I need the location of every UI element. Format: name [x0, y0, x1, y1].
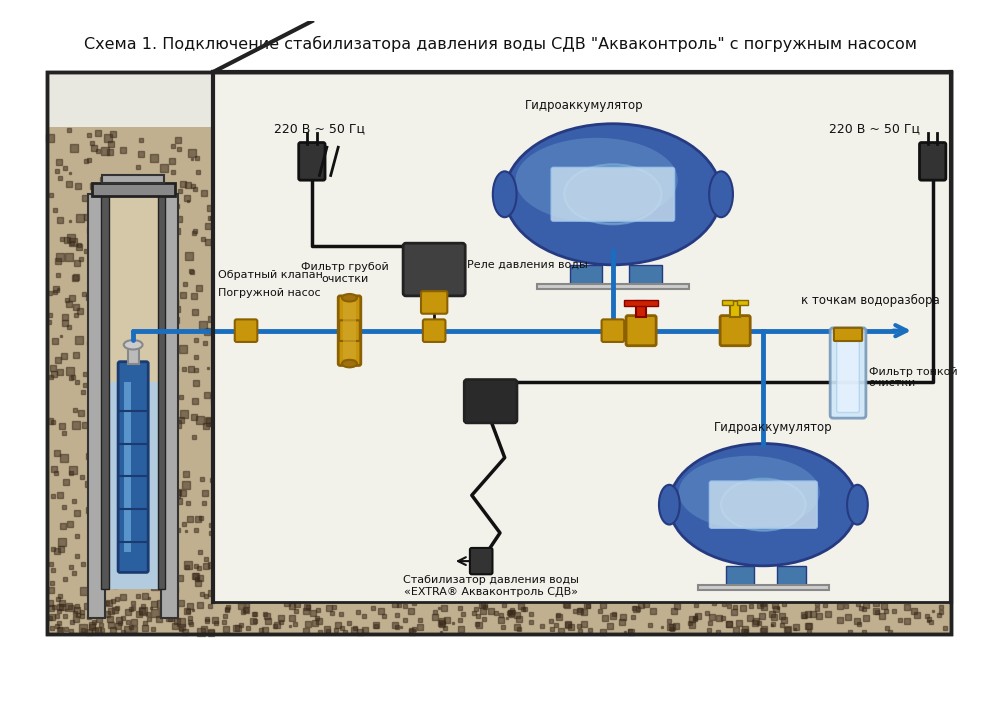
Text: Схема 1. Подключение стабилизатора давления воды СДВ "Акваконтроль" с погружным : Схема 1. Подключение стабилизатора давле…	[84, 36, 916, 52]
FancyBboxPatch shape	[834, 328, 862, 341]
FancyBboxPatch shape	[338, 296, 361, 366]
Ellipse shape	[516, 138, 678, 223]
Text: Гидроаккумулятор: Гидроаккумулятор	[525, 99, 644, 112]
FancyBboxPatch shape	[837, 338, 859, 413]
Ellipse shape	[505, 124, 721, 265]
FancyBboxPatch shape	[830, 328, 866, 418]
Bar	[47, 72, 951, 635]
FancyBboxPatch shape	[720, 316, 750, 346]
Bar	[47, 72, 951, 635]
Text: Реле давления воды: Реле давления воды	[467, 260, 588, 270]
Text: Гидроаккумулятор: Гидроаккумулятор	[713, 421, 832, 434]
Bar	[537, 283, 689, 289]
Text: к точкам водоразбора: к точкам водоразбора	[801, 294, 940, 307]
Bar	[88, 194, 105, 618]
Bar	[128, 345, 139, 363]
Bar	[570, 265, 602, 286]
Bar	[47, 602, 951, 635]
FancyBboxPatch shape	[551, 168, 674, 221]
FancyBboxPatch shape	[464, 380, 517, 423]
Bar	[213, 72, 951, 602]
Bar	[102, 176, 164, 183]
Ellipse shape	[669, 443, 857, 565]
FancyBboxPatch shape	[920, 143, 946, 180]
Bar	[777, 565, 806, 586]
FancyBboxPatch shape	[470, 548, 492, 574]
FancyBboxPatch shape	[299, 143, 325, 180]
Bar	[47, 72, 951, 635]
Text: Стабилизатор давления воды
«EXTRA® Акваконтроль СДВ»: Стабилизатор давления воды «EXTRA® Аквак…	[403, 575, 579, 597]
Bar	[124, 383, 131, 552]
Ellipse shape	[342, 360, 357, 367]
Text: Обратный клапан: Обратный клапан	[218, 269, 323, 279]
Bar	[161, 194, 178, 618]
Ellipse shape	[721, 478, 806, 531]
Ellipse shape	[847, 485, 868, 525]
Text: Погружной насос: Погружной насос	[218, 288, 320, 298]
Bar	[92, 183, 175, 196]
FancyBboxPatch shape	[710, 481, 817, 528]
Bar	[343, 303, 356, 359]
Bar	[629, 265, 662, 286]
FancyBboxPatch shape	[626, 316, 656, 346]
Text: Фильтр грубой
очистки: Фильтр грубой очистки	[301, 262, 389, 283]
Bar	[47, 126, 230, 635]
Ellipse shape	[679, 456, 820, 529]
Bar	[722, 300, 733, 306]
FancyBboxPatch shape	[421, 291, 447, 313]
Text: 220 В ~ 50 Гц: 220 В ~ 50 Гц	[274, 122, 365, 135]
Bar	[636, 301, 646, 318]
Ellipse shape	[709, 171, 733, 217]
Ellipse shape	[342, 294, 357, 301]
Text: 220 В ~ 50 Гц: 220 В ~ 50 Гц	[829, 122, 920, 135]
Ellipse shape	[564, 164, 662, 224]
Bar	[109, 194, 158, 589]
Bar	[158, 194, 165, 589]
Bar	[737, 300, 748, 306]
Ellipse shape	[124, 340, 143, 349]
Bar	[109, 383, 158, 589]
Bar	[624, 300, 658, 306]
Bar	[726, 565, 754, 586]
FancyBboxPatch shape	[602, 319, 624, 342]
FancyBboxPatch shape	[339, 321, 360, 341]
Ellipse shape	[493, 171, 517, 217]
Bar	[101, 194, 109, 589]
FancyBboxPatch shape	[235, 319, 257, 342]
FancyBboxPatch shape	[403, 243, 465, 296]
Text: Фильтр тонкой
очистки: Фильтр тонкой очистки	[869, 367, 957, 388]
Ellipse shape	[659, 485, 680, 525]
FancyBboxPatch shape	[118, 362, 148, 573]
FancyBboxPatch shape	[423, 319, 445, 342]
Bar	[730, 301, 740, 318]
Bar	[698, 585, 829, 590]
